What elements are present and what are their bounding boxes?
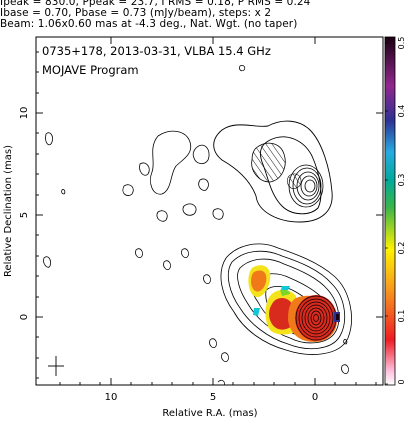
x-tick-labels: 10 5 0 [105,392,319,403]
colorbar-tick-label: 0 [397,379,406,384]
header-line-1: Ipeak = 830.0, Ppeak = 23.7, I RMS = 0.1… [0,0,311,8]
core-contours [295,295,337,341]
cyan-patch [281,286,290,290]
y-axis-label: Relative Declination (mas) [3,145,14,277]
red-crescent [269,298,292,330]
colorbar-ticks [385,42,388,385]
y-tick-label: 10 [19,107,30,120]
x-tick-label: 5 [210,392,216,403]
orange-region [251,270,267,292]
axis-ticks [36,37,383,385]
colorbar-tick-label: 0.1 [397,310,406,323]
cyan-patch-left [253,308,260,316]
header-line-3: Beam: 1.06x0.60 mas at -4.3 deg., Nat. W… [0,18,298,30]
core-dark-tip [336,314,339,320]
plot-frame [35,36,384,386]
header-line-2: Ibase = 0.70, Pbase = 0.73 (mJy/beam), s… [0,7,272,19]
map-content [43,65,352,385]
noise-contours [43,65,349,385]
hatched-region [251,142,286,183]
colorbar-tick-label: 0.4 [397,105,406,118]
beam-marker [48,356,64,376]
x-tick-label: 10 [105,392,118,403]
colorbar-tick-label: 0.5 [397,37,406,50]
y-tick-label: 0 [19,314,30,320]
colorbar-tick-labels: 0.5 0.4 0.3 0.2 0.1 0 [397,37,406,385]
upper-concentric-contours [288,164,324,208]
y-tick-label: 5 [19,212,30,218]
colorbar-tick-label: 0.3 [397,174,406,187]
green-patch [280,289,290,296]
colorbar [384,36,396,386]
colorbar-tick-label: 0.2 [397,242,406,255]
x-axis-label: Relative R.A. (mas) [162,408,257,419]
x-tick-label: 0 [312,392,318,403]
upper-component-contour [213,120,333,223]
plot-title: 0735+178, 2013-03-31, VLBA 15.4 GHz [42,44,271,58]
plot-subtitle: MOJAVE Program [42,63,139,77]
y-tick-labels: 10 5 0 [19,107,30,321]
core-red-fill [295,295,337,341]
